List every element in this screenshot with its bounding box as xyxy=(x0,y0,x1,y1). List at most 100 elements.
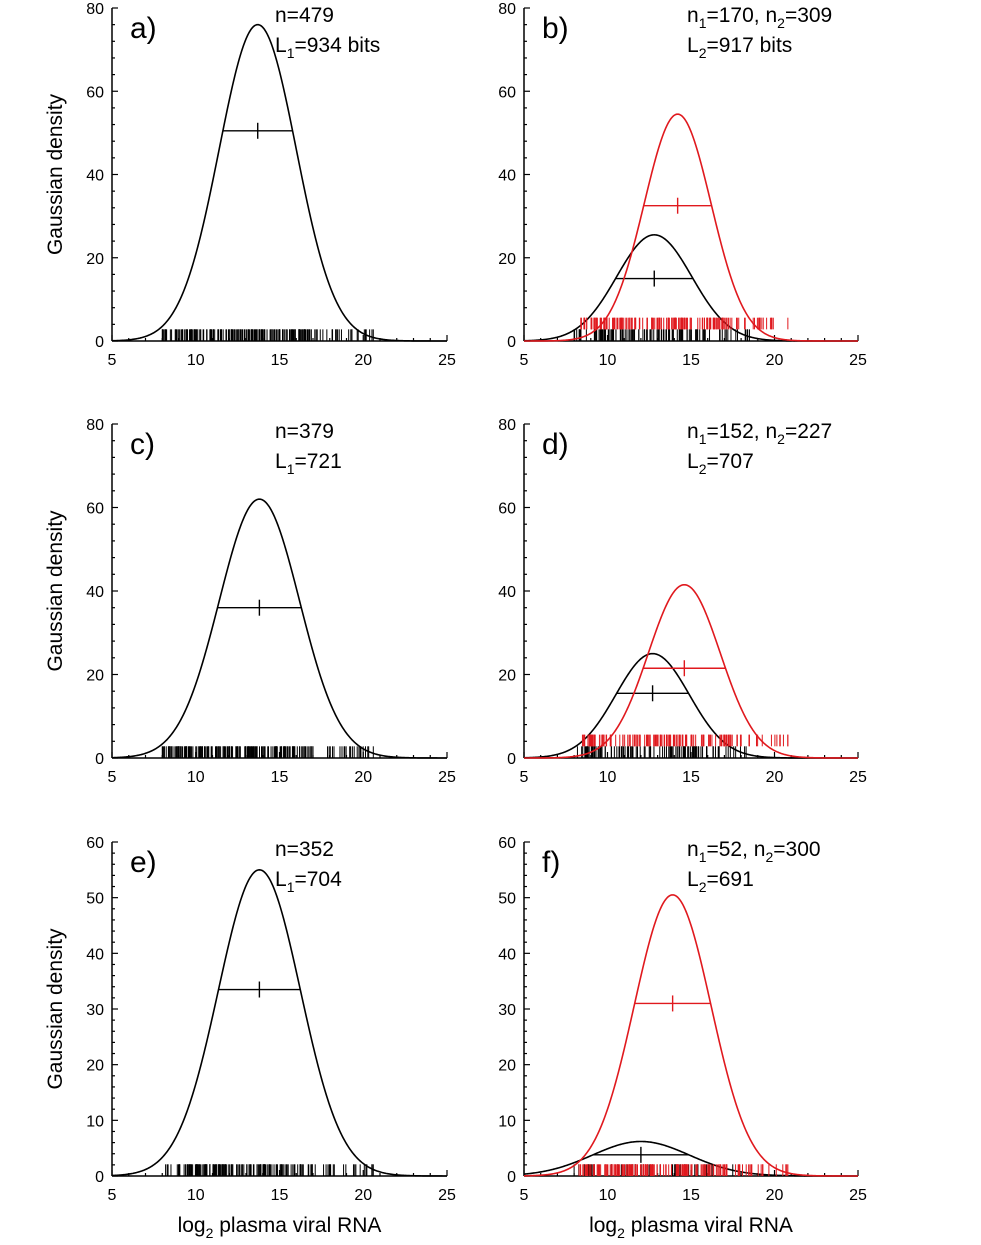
y-axis-title: Gaussian density xyxy=(44,93,67,255)
series-component-2 xyxy=(523,894,858,1177)
x-tick-label: 5 xyxy=(108,1187,117,1204)
annotation-n: n=379 xyxy=(275,420,334,443)
y-tick-label: 80 xyxy=(86,417,104,434)
y-tick-label: 40 xyxy=(86,168,104,185)
panel-e: 0 10 20 30 40 50 60 5 10 15 20 25 e) n=352 L1=704 Gauss… xyxy=(44,835,456,1241)
x-tick-label: 10 xyxy=(599,352,617,369)
x-tick-label: 25 xyxy=(849,769,867,786)
y-tick-label: 50 xyxy=(86,891,104,908)
gaussian-curve xyxy=(111,869,447,1177)
x-tick-label: 5 xyxy=(108,352,117,369)
panel-label: e) xyxy=(130,846,157,879)
y-tick-label: 40 xyxy=(86,946,104,963)
y-axis-title: Gaussian density xyxy=(44,510,67,672)
panel-c: 0 20 40 60 80 5 10 15 20 25 c) n=379 L1=721 Gaussian … xyxy=(44,417,456,786)
x-tick-label: 10 xyxy=(599,1187,617,1204)
gaussian-curve xyxy=(111,23,447,342)
annotation-n: n1=152, n2=227 xyxy=(687,420,832,447)
x-tick-label: 10 xyxy=(599,769,617,786)
y-tick-label: 0 xyxy=(95,751,104,768)
y-tick-label: 40 xyxy=(498,946,516,963)
panel-f: 0 10 20 30 40 50 60 5 10 15 20 25 f) n1=52, n2=300 L2=… xyxy=(498,835,867,1241)
x-tick-label: 10 xyxy=(187,769,205,786)
y-tick-label: 0 xyxy=(95,1169,104,1186)
x-tick-label: 25 xyxy=(849,352,867,369)
x-tick-label: 10 xyxy=(187,1187,205,1204)
x-tick-label: 20 xyxy=(766,1187,784,1204)
y-tick-label: 30 xyxy=(86,1002,104,1019)
gaussian-curve xyxy=(524,583,858,759)
x-tick-label: 25 xyxy=(438,352,456,369)
annotation-n: n=479 xyxy=(275,4,334,27)
gaussian-curve xyxy=(524,113,858,342)
x-tick-label: 15 xyxy=(682,352,700,369)
y-tick-label: 0 xyxy=(507,1169,516,1186)
series-component-2 xyxy=(524,583,858,759)
x-tick-label: 5 xyxy=(108,769,117,786)
y-axis-title: Gaussian density xyxy=(44,928,67,1090)
x-tick-label: 25 xyxy=(849,1187,867,1204)
series-single xyxy=(111,23,447,342)
x-axis-title: log2 plasma viral RNA xyxy=(178,1214,382,1241)
gaussian-curve xyxy=(523,894,858,1177)
y-tick-label: 40 xyxy=(498,168,516,185)
y-tick-label: 60 xyxy=(498,501,516,518)
y-tick-label: 30 xyxy=(498,1002,516,1019)
annotation-l: L2=917 bits xyxy=(687,34,792,61)
panel-label: f) xyxy=(542,846,560,879)
x-tick-label: 15 xyxy=(271,1187,289,1204)
x-tick-label: 5 xyxy=(520,352,529,369)
x-tick-label: 25 xyxy=(438,1187,456,1204)
annotation-n: n1=52, n2=300 xyxy=(687,838,821,865)
x-tick-label: 5 xyxy=(520,769,529,786)
x-tick-label: 10 xyxy=(187,352,205,369)
y-tick-label: 40 xyxy=(86,584,104,601)
y-tick-label: 10 xyxy=(86,1113,104,1130)
y-tick-label: 80 xyxy=(498,1,516,18)
y-tick-label: 60 xyxy=(498,835,516,852)
y-tick-label: 60 xyxy=(86,84,104,101)
series-component-2 xyxy=(524,113,858,342)
panel-label: b) xyxy=(542,12,569,45)
series-single xyxy=(111,869,447,1177)
x-tick-label: 15 xyxy=(682,1187,700,1204)
y-tick-label: 0 xyxy=(507,334,516,351)
y-tick-label: 10 xyxy=(498,1113,516,1130)
y-tick-label: 80 xyxy=(498,417,516,434)
series-component-1 xyxy=(523,234,858,342)
x-tick-label: 20 xyxy=(354,352,372,369)
panel-d: 0 20 40 60 80 5 10 15 20 25 d) n1=152, n2=227 L2=707 xyxy=(498,417,867,786)
x-tick-label: 20 xyxy=(354,769,372,786)
y-tick-label: 20 xyxy=(86,1058,104,1075)
y-tick-label: 40 xyxy=(498,584,516,601)
y-tick-label: 20 xyxy=(86,251,104,268)
gaussian-curve xyxy=(111,498,448,759)
annotation-l: L1=721 xyxy=(275,450,342,477)
x-tick-label: 15 xyxy=(682,769,700,786)
y-tick-label: 0 xyxy=(507,751,516,768)
y-tick-label: 60 xyxy=(498,84,516,101)
y-tick-label: 80 xyxy=(86,1,104,18)
y-tick-label: 60 xyxy=(86,501,104,518)
annotation-l: L2=691 xyxy=(687,868,754,895)
y-tick-label: 20 xyxy=(86,668,104,685)
y-tick-label: 60 xyxy=(86,835,104,852)
y-tick-label: 0 xyxy=(95,334,104,351)
x-tick-label: 15 xyxy=(271,769,289,786)
x-tick-label: 25 xyxy=(438,769,456,786)
panel-label: a) xyxy=(130,12,157,45)
panel-b: 0 20 40 60 80 5 10 15 20 25 b) n1=170, n2=309 L2=917… xyxy=(498,1,867,369)
series-single xyxy=(111,498,448,759)
panel-a: 0 20 40 60 80 5 10 15 20 25 a) n=479 L1=934 bits Gaus… xyxy=(44,1,456,369)
series-component-1 xyxy=(523,652,858,759)
annotation-l: L1=704 xyxy=(275,868,342,895)
x-tick-label: 20 xyxy=(766,769,784,786)
y-tick-label: 20 xyxy=(498,668,516,685)
annotation-n: n=352 xyxy=(275,838,334,861)
x-tick-label: 20 xyxy=(766,352,784,369)
y-tick-label: 50 xyxy=(498,891,516,908)
y-tick-label: 20 xyxy=(498,251,516,268)
x-tick-label: 20 xyxy=(354,1187,372,1204)
annotation-n: n1=170, n2=309 xyxy=(687,4,832,31)
